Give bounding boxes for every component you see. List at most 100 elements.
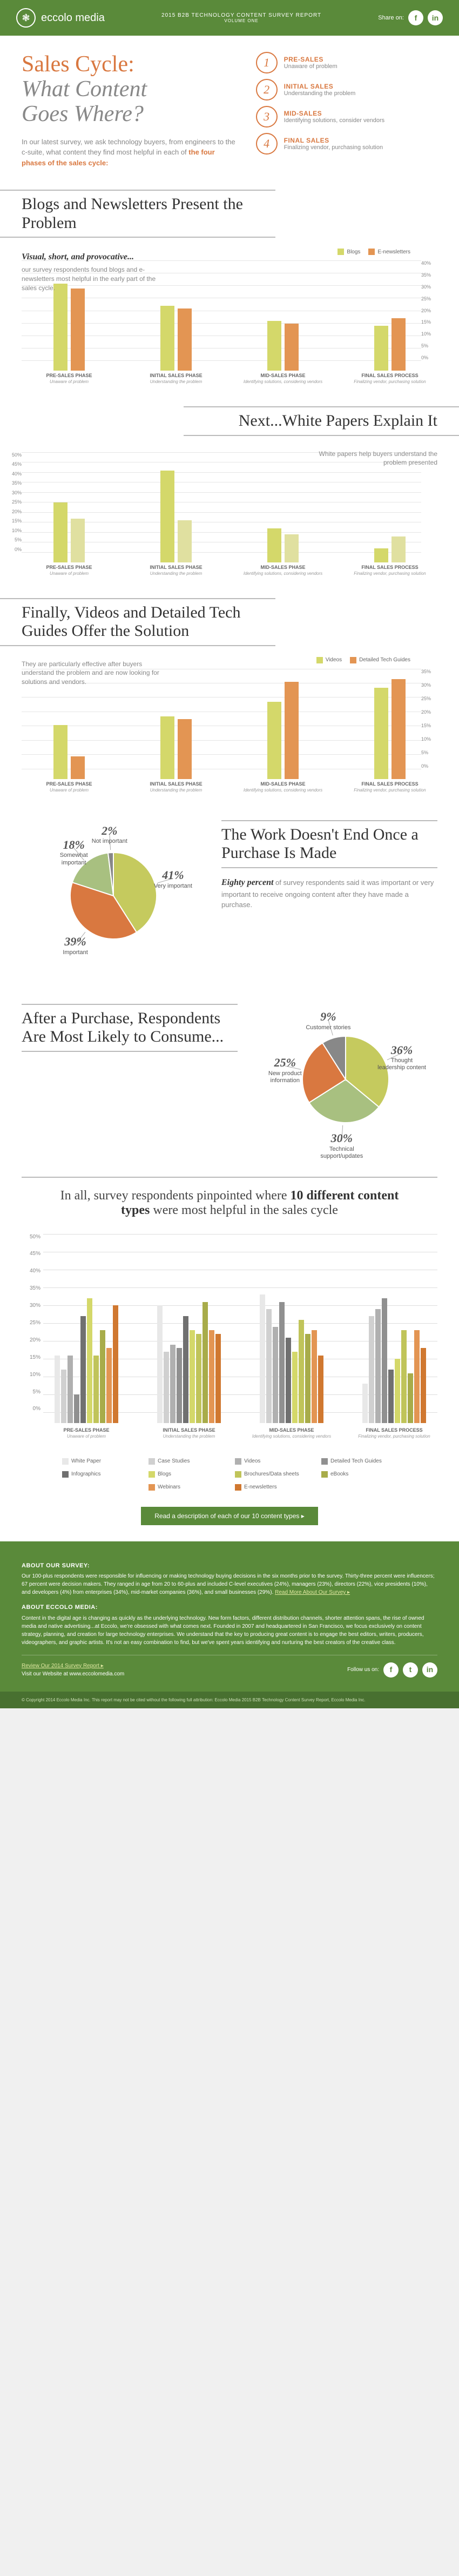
twitter-icon[interactable]: t [403, 1662, 418, 1678]
summary-bar [157, 1305, 163, 1423]
summary-bar [61, 1370, 66, 1423]
about-eccolo-heading: ABOUT ECCOLO MEDIA: [22, 1603, 437, 1612]
chart-bar [267, 528, 281, 562]
chart-2-desc: White papers help buyers understand the … [297, 450, 437, 468]
pie-2: 36%Thought leadership content30%Technica… [254, 1004, 437, 1155]
cta-button[interactable]: Read a description of each of our 10 con… [141, 1507, 318, 1525]
chart-bar [178, 520, 192, 562]
facebook-icon[interactable]: f [383, 1662, 399, 1678]
chart-bar [285, 682, 299, 779]
summary-bar [273, 1327, 278, 1423]
x-label-desc: Identifying solutions, considering vendo… [244, 571, 322, 576]
summary-bar [170, 1345, 176, 1423]
summary-bar [190, 1330, 195, 1423]
x-label-desc: Identifying solutions, considering vendo… [244, 788, 322, 793]
linkedin-icon[interactable]: in [422, 1662, 437, 1678]
legend-item: Detailed Tech Guides [350, 657, 410, 663]
chart-bar [178, 308, 192, 371]
chart-3-desc: They are particularly effective after bu… [22, 660, 162, 687]
chart-bar [267, 321, 281, 371]
share-block: Share on: f in [378, 10, 443, 25]
copyright-footer: © Copyright 2014 Eccolo Media Inc. This … [0, 1692, 459, 1708]
summary-group: FINAL SALES PROCESSFinalizing vendor, pu… [351, 1245, 437, 1439]
share-label: Share on: [378, 15, 404, 21]
chart-bar [374, 548, 388, 562]
chart-bar [160, 716, 174, 779]
x-label-desc: Finalizing vendor, purchasing solution [354, 788, 426, 793]
pie-section-1: 41%Very important39%Important18%Somewhat… [0, 809, 459, 993]
legend-label: Blogs [158, 1471, 171, 1477]
x-label-desc: Unaware of problem [50, 379, 89, 384]
intro-section: Sales Cycle: What Content Goes Where? In… [0, 36, 459, 184]
summary-bar [106, 1348, 112, 1423]
summary-bar [408, 1373, 413, 1423]
summary-bar [421, 1348, 426, 1423]
legend-item: Blogs [148, 1471, 224, 1478]
chart-1-desc: Visual, short, and provocative... our su… [22, 251, 162, 293]
phase-badge: 1 PRE-SALES Unaware of problem [256, 52, 437, 73]
summary-chart: 50%45%40%35%30%25%20%15%10%5%0% PRE-SALE… [0, 1229, 459, 1450]
pie-label: 30%Technical support/updates [318, 1131, 366, 1160]
x-label-title: MID-SALES PHASE [260, 781, 305, 787]
phase-desc: Understanding the problem [284, 90, 356, 97]
summary-bar [279, 1302, 285, 1423]
header: ❃ eccolo media 2015 B2B TECHNOLOGY CONTE… [0, 0, 459, 36]
legend-item: Webinars [148, 1484, 224, 1491]
summary-bar [183, 1316, 188, 1423]
section-heading-3: Finally, Videos and Detailed Tech Guides… [0, 598, 275, 646]
follow-label: Follow us on: [347, 1666, 379, 1674]
summary-bar [164, 1352, 169, 1423]
phase-badge: 4 FINAL SALES Finalizing vendor, purchas… [256, 133, 437, 155]
intro-desc: In our latest survey, we ask technology … [22, 137, 240, 169]
x-label-title: PRE-SALES PHASE [46, 565, 92, 570]
x-label-desc: Understanding the problem [150, 788, 202, 793]
phase-number: 2 [256, 79, 278, 100]
phase-title: PRE-SALES [284, 56, 338, 63]
x-label-desc: Unaware of problem [50, 788, 89, 793]
about-eccolo-text: Content in the digital age is changing a… [22, 1614, 437, 1647]
summary-bar [382, 1298, 387, 1423]
legend-label: Blogs [347, 249, 360, 255]
pie-label: 2%Not important [85, 824, 134, 846]
summary-legend: White Paper Case Studies Videos Detailed… [0, 1450, 459, 1499]
chart-bar [53, 502, 68, 562]
summary-bar [414, 1330, 420, 1423]
summary-bar [55, 1356, 60, 1423]
legend-item: Infographics [62, 1471, 138, 1478]
chart-bar [267, 702, 281, 779]
legend-label: Infographics [71, 1471, 100, 1477]
facebook-icon[interactable]: f [408, 10, 423, 25]
linkedin-icon[interactable]: in [428, 10, 443, 25]
summary-bar [87, 1298, 92, 1423]
about-section: ABOUT OUR SURVEY: Our 100-plus responden… [0, 1541, 459, 1692]
summary-group: PRE-SALES PHASEUnaware of problem [43, 1245, 130, 1439]
legend-label: Case Studies [158, 1458, 190, 1464]
legend-swatch [316, 657, 323, 663]
review-link[interactable]: Review Our 2014 Survey Report ▸ [22, 1663, 104, 1669]
summary-bar [312, 1330, 317, 1423]
summary-group: INITIAL SALES PHASEUnderstanding the pro… [146, 1245, 232, 1439]
summary-bar [93, 1356, 99, 1423]
x-label-title: MID-SALES PHASE [260, 373, 305, 378]
summary-bar [202, 1302, 208, 1423]
legend-item: Videos [235, 1458, 310, 1465]
pie-label: 36%Thought leadership content [377, 1043, 426, 1072]
pie-label: 25%New product information [261, 1056, 309, 1084]
header-title-block: 2015 B2B TECHNOLOGY CONTENT SURVEY REPOR… [161, 12, 321, 23]
chart-group: MID-SALES PHASE Identifying solutions, c… [235, 462, 330, 576]
x-label-title: PRE-SALES PHASE [46, 373, 92, 378]
chart-bar [285, 534, 299, 562]
summary-bar [100, 1330, 105, 1423]
chart-bar [392, 536, 406, 562]
chart-bar [374, 688, 388, 779]
legend-item: E-newsletters [368, 249, 410, 255]
pie-1: 41%Very important39%Important18%Somewhat… [22, 820, 205, 971]
legend-label: Detailed Tech Guides [359, 657, 410, 663]
phase-number: 4 [256, 133, 278, 155]
legend-item: Case Studies [148, 1458, 224, 1465]
summary-bar [318, 1356, 323, 1423]
logo-text: eccolo media [41, 12, 105, 24]
read-more-link[interactable]: Read More About Our Survey ▸ [275, 1589, 350, 1595]
phase-title: INITIAL SALES [284, 83, 356, 90]
legend-item: Detailed Tech Guides [321, 1458, 397, 1465]
